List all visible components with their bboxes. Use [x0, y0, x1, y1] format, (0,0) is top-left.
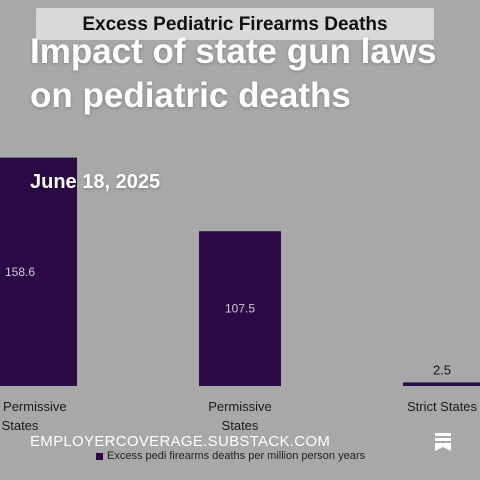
chart-title: Excess Pediatric Firearms Deaths: [82, 14, 388, 35]
bar-very-permissive-states: [0, 157, 77, 386]
bar-value-label: 107.5: [225, 302, 255, 316]
bar-value-label: 2.5: [433, 362, 451, 377]
bookmark-icon[interactable]: [434, 432, 452, 452]
bar-value-label: 158.6: [5, 265, 35, 279]
legend-swatch: [96, 452, 103, 460]
category-label: Permissive: [208, 399, 272, 414]
post-title[interactable]: Impact of state gun laws on pediatric de…: [30, 32, 437, 115]
site-url[interactable]: EMPLOYERCOVERAGE.SUBSTACK.COM: [30, 433, 331, 450]
chart-legend: Excess pedi firearms deaths per million …: [96, 450, 365, 462]
category-label: States: [222, 418, 259, 433]
category-label: Very Permissive: [0, 399, 67, 414]
chart-title-box: Excess Pediatric Firearms Deaths: [36, 8, 434, 40]
legend-label: Excess pedi firearms deaths per million …: [107, 450, 366, 462]
category-label: States: [2, 418, 39, 433]
post-date: June 18, 2025: [30, 171, 161, 193]
bar-permissive-states: [199, 231, 281, 386]
category-label: Strict States: [407, 399, 478, 414]
bar-strict-states: [403, 382, 480, 386]
